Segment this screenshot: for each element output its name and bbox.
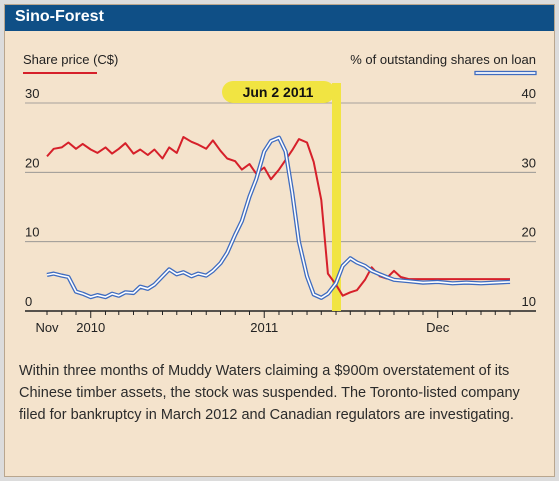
x-tick-label-nov: Nov <box>35 320 59 335</box>
chart-caption: Within three months of Muddy Waters clai… <box>19 363 520 423</box>
left-tick-label: 0 <box>25 294 32 309</box>
left-tick-label: 20 <box>25 155 39 170</box>
right-tick-label: 30 <box>522 155 536 170</box>
x-tick-label-dec: Dec <box>426 320 450 335</box>
x-tick-label-2011: 2011 <box>250 320 278 335</box>
x-tick-label-2010: 2010 <box>76 320 105 335</box>
title-bar: Sino-Forest <box>5 5 554 31</box>
legend-shares-on-loan-swatch <box>474 70 537 76</box>
shares-on-loan-line-outline <box>46 135 511 300</box>
share-price-line <box>46 136 510 297</box>
chart-card: Sino-Forest Share price (C$) % of outstan… <box>4 4 555 477</box>
chart-area: Share price (C$) % of outstanding shares … <box>23 52 537 335</box>
right-tick-label: 40 <box>522 86 536 101</box>
highlight-label-pill <box>222 81 335 103</box>
right-tick-label: 20 <box>522 225 536 240</box>
shares-on-loan-line <box>46 136 511 299</box>
highlight-label: Jun 2 2011 <box>243 84 314 100</box>
highlight-band <box>331 83 341 311</box>
right-axis-label: % of outstanding shares on loan <box>350 52 536 67</box>
left-tick-label: 30 <box>25 86 39 101</box>
right-tick-label: 10 <box>522 294 536 309</box>
chart-title: Sino-Forest <box>15 8 104 25</box>
left-axis-label: Share price (C$) <box>23 52 118 67</box>
left-tick-label: 10 <box>25 225 39 240</box>
